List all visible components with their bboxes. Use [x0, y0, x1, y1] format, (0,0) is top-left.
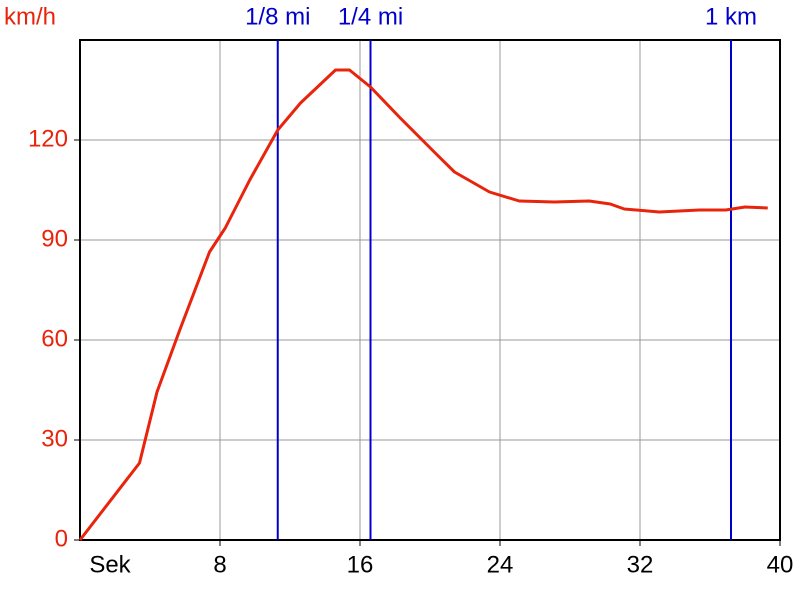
marker-label: 1/8 mi — [245, 3, 310, 30]
x-tick-label: 8 — [213, 551, 226, 578]
y-tick-label: 60 — [41, 325, 68, 352]
x-axis-label: Sek — [89, 551, 131, 578]
marker-label: 1 km — [705, 3, 757, 30]
x-tick-label: 40 — [767, 551, 794, 578]
y-tick-label: 90 — [41, 225, 68, 252]
x-tick-label: 16 — [347, 551, 374, 578]
y-tick-label: 120 — [28, 125, 68, 152]
y-tick-label: 0 — [55, 525, 68, 552]
marker-label: 1/4 mi — [338, 3, 403, 30]
plot-frame — [79, 39, 781, 541]
y-axis-label: km/h — [4, 3, 56, 30]
x-tick-label: 32 — [627, 551, 654, 578]
y-tick-label: 30 — [41, 425, 68, 452]
x-tick-label: 24 — [487, 551, 514, 578]
speed-line — [78, 68, 768, 541]
